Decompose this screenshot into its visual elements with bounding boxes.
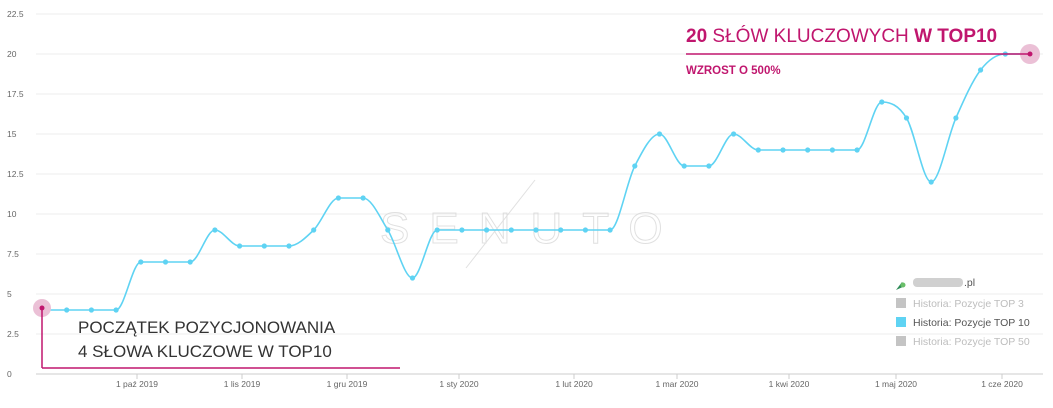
top-right-subannotation: WZROST O 500% — [686, 65, 781, 77]
data-point[interactable] — [632, 163, 638, 169]
data-point[interactable] — [138, 259, 144, 265]
y-tick-label: 22.5 — [7, 9, 24, 19]
data-point[interactable] — [113, 307, 119, 313]
data-point[interactable] — [360, 195, 366, 201]
legend-label: Historia: Pozycje TOP 50 — [913, 336, 1030, 348]
site-name-redacted — [913, 278, 963, 287]
y-tick-label: 12.5 — [7, 169, 24, 179]
data-point[interactable] — [237, 243, 243, 249]
data-point[interactable] — [162, 259, 169, 265]
y-tick-label: 10 — [7, 209, 17, 219]
data-point[interactable] — [681, 163, 687, 169]
legend-site-row[interactable]: .pl — [896, 277, 975, 290]
data-point[interactable] — [903, 115, 910, 121]
watermark-logo: SENUTO — [380, 179, 683, 269]
data-point[interactable] — [656, 131, 663, 137]
legend: .pl Historia: Pozycje TOP 3 Historia: Poz… — [896, 277, 1030, 348]
y-axis-tick-labels: 0 2.5 5 7.5 10 12.5 15 17.5 20 22.5 — [7, 9, 24, 379]
data-point[interactable] — [879, 99, 885, 105]
legend-item[interactable]: Historia: Pozycje TOP 50 — [896, 336, 1030, 348]
series-line-top10 — [42, 53, 1030, 311]
y-tick-label: 7.5 — [7, 249, 19, 259]
x-tick-label: 1 sty 2020 — [439, 379, 478, 389]
data-point[interactable] — [385, 227, 391, 233]
legend-swatch — [896, 336, 906, 346]
legend-site-label: .pl — [964, 277, 975, 289]
x-tick-label: 1 lis 2019 — [224, 379, 261, 389]
x-tick-label: 1 gru 2019 — [327, 379, 368, 389]
data-point[interactable] — [854, 147, 860, 153]
data-point[interactable] — [64, 307, 70, 313]
y-tick-label: 15 — [7, 129, 17, 139]
data-point[interactable] — [706, 163, 712, 169]
x-tick-label: 1 maj 2020 — [875, 379, 917, 389]
data-point[interactable] — [286, 243, 292, 249]
data-point[interactable] — [928, 179, 934, 185]
y-tick-label: 5 — [7, 289, 12, 299]
data-point[interactable] — [335, 195, 341, 201]
data-point[interactable] — [311, 227, 317, 233]
data-point[interactable] — [582, 227, 589, 233]
data-point[interactable] — [409, 275, 416, 281]
site-favicon-icon — [896, 282, 906, 290]
legend-item[interactable]: Historia: Pozycje TOP 3 — [896, 298, 1024, 310]
x-tick-label: 1 mar 2020 — [656, 379, 699, 389]
series-points — [39, 51, 1033, 313]
legend-item[interactable]: Historia: Pozycje TOP 10 — [896, 317, 1030, 329]
data-point[interactable] — [261, 243, 267, 249]
y-tick-label: 2.5 — [7, 329, 19, 339]
data-point[interactable] — [731, 131, 737, 137]
data-point[interactable] — [484, 227, 490, 233]
data-point[interactable] — [953, 115, 959, 121]
start-annotation-line1: POCZĄTEK POZYCJONOWANIA — [78, 318, 336, 337]
legend-swatch — [896, 317, 906, 327]
y-tick-label: 0 — [7, 369, 12, 379]
data-point[interactable] — [780, 147, 786, 153]
top-right-annotation: 20 SŁÓW KLUCZOWYCH W TOP10 — [686, 25, 997, 47]
data-point[interactable] — [508, 227, 514, 233]
data-point[interactable] — [212, 227, 218, 233]
legend-label: Historia: Pozycje TOP 10 — [913, 317, 1030, 329]
x-tick-label: 1 cze 2020 — [981, 379, 1023, 389]
data-point[interactable] — [434, 227, 440, 233]
legend-swatch — [896, 298, 906, 308]
x-axis-tick-labels: 1 paź 2019 1 lis 2019 1 gru 2019 1 sty 2020… — [116, 374, 1023, 389]
data-point[interactable] — [558, 227, 564, 233]
x-tick-label: 1 lut 2020 — [555, 379, 593, 389]
x-tick-label: 1 kwi 2020 — [769, 379, 810, 389]
legend-label: Historia: Pozycje TOP 3 — [913, 298, 1024, 310]
data-point[interactable] — [607, 227, 613, 233]
grid-lines — [36, 13, 1043, 375]
data-point[interactable] — [459, 227, 465, 233]
data-point[interactable] — [755, 147, 761, 153]
y-tick-label: 17.5 — [7, 89, 24, 99]
x-tick-label: 1 paź 2019 — [116, 379, 158, 389]
y-tick-label: 20 — [7, 49, 17, 59]
data-point[interactable] — [187, 259, 193, 265]
data-point[interactable] — [88, 307, 94, 313]
data-point[interactable] — [533, 227, 539, 233]
watermark-text: SENUTO — [380, 204, 683, 253]
data-point[interactable] — [805, 147, 811, 153]
data-point[interactable] — [829, 147, 836, 153]
data-point[interactable] — [978, 67, 984, 73]
start-annotation-line2: 4 SŁOWA KLUCZOWE W TOP10 — [78, 342, 332, 361]
